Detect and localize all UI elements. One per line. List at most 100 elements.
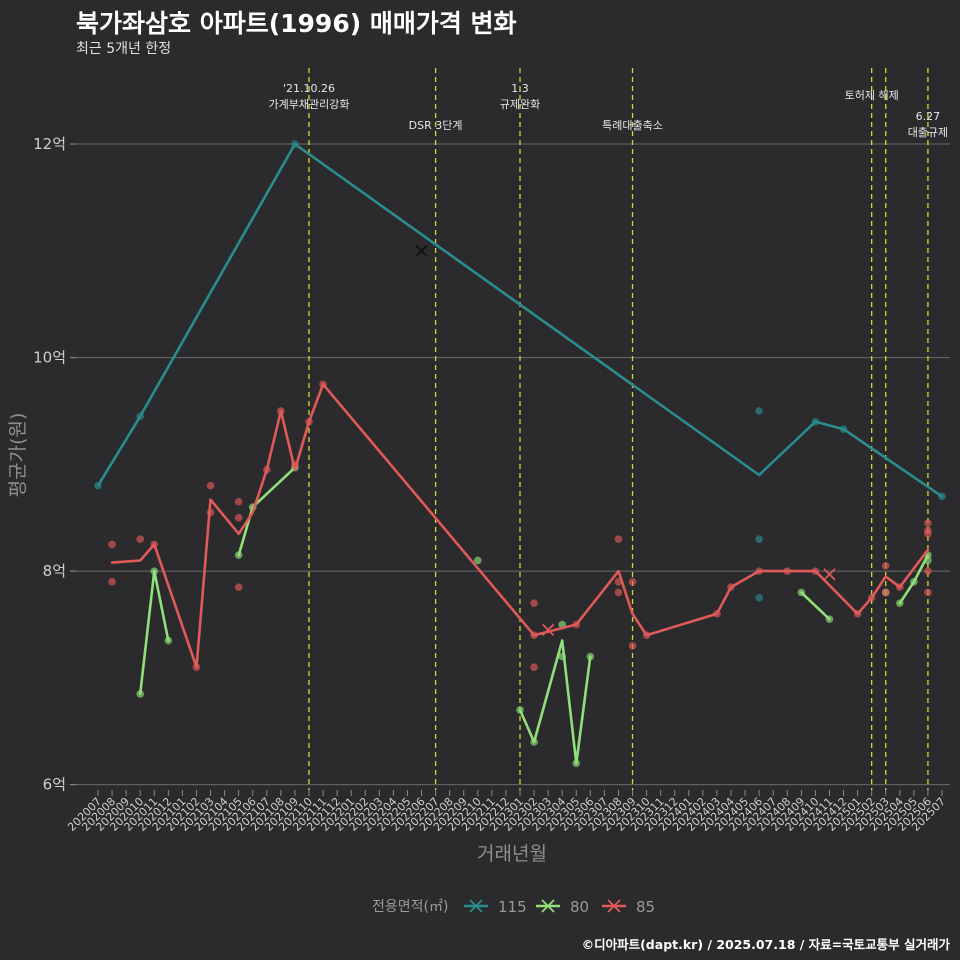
data-point-85 <box>924 588 932 597</box>
data-point-85 <box>530 599 538 607</box>
data-point-80 <box>896 599 904 607</box>
data-point-80 <box>516 706 524 714</box>
data-point-85 <box>277 407 285 415</box>
y-tick-label: 12억 <box>33 135 66 153</box>
legend-item-115: 115 <box>464 898 527 916</box>
data-point-85 <box>234 583 243 591</box>
legend-item-85: 85 <box>602 898 655 916</box>
data-point-85 <box>853 610 862 618</box>
data-point-80 <box>136 690 144 698</box>
y-tick-label: 8억 <box>43 562 66 580</box>
data-point-80 <box>825 615 834 623</box>
data-point-80 <box>797 588 806 597</box>
legend-key-cross <box>607 899 621 913</box>
data-point-80 <box>164 636 173 645</box>
legend-title: 전용면적(㎡) <box>372 899 448 915</box>
series-layer <box>94 140 946 768</box>
grid-layer <box>70 143 950 786</box>
event-label: 규제완화 <box>500 98 540 111</box>
data-point-85 <box>530 631 538 639</box>
data-point-115 <box>94 481 102 490</box>
data-point-85 <box>150 540 159 549</box>
series-line-80 <box>237 466 297 557</box>
data-point-115 <box>755 594 763 602</box>
chart-title: 북가좌삼호 아파트(1996) 매매가격 변화 <box>76 9 517 38</box>
data-point-80 <box>474 556 482 565</box>
data-point-85 <box>108 540 116 549</box>
series-line-80 <box>799 591 831 621</box>
data-point-85 <box>642 631 651 639</box>
cancelled-deal-marker-85 <box>541 623 555 636</box>
data-point-85 <box>924 519 932 527</box>
data-point-85 <box>924 567 932 575</box>
data-point-85 <box>811 567 820 575</box>
data-point-85 <box>614 588 623 597</box>
data-point-115 <box>938 492 946 501</box>
event-label: 대출규제 <box>908 126 948 139</box>
data-point-85 <box>136 535 144 543</box>
legend-key-cross <box>541 899 555 913</box>
data-point-80 <box>586 652 595 661</box>
data-point-85 <box>263 465 271 474</box>
legend-item-80: 80 <box>536 898 589 916</box>
legend-label: 115 <box>498 898 527 916</box>
data-point-85 <box>924 529 932 538</box>
data-point-80 <box>924 556 932 565</box>
legend-label: 85 <box>636 898 655 916</box>
axis-layer: 거래년월 평균가(원) 6억8억10억12억202007202008202009… <box>7 135 948 865</box>
data-point-115 <box>839 425 848 433</box>
data-point-85 <box>192 663 201 672</box>
data-point-80 <box>150 567 159 575</box>
series-line-80 <box>138 569 170 696</box>
data-point-85 <box>713 610 721 618</box>
data-point-85 <box>291 460 299 469</box>
y-axis-title: 평균가(원) <box>7 413 29 498</box>
data-point-80 <box>572 759 581 768</box>
data-point-85 <box>234 513 243 522</box>
data-point-80 <box>910 578 918 586</box>
event-label: DSR 3단계 <box>409 119 463 132</box>
data-point-80 <box>558 652 566 661</box>
event-label: 가계부채관리강화 <box>269 98 350 111</box>
data-point-115 <box>755 407 763 415</box>
data-point-85 <box>896 583 904 591</box>
data-point-85 <box>206 508 215 517</box>
event-label: 특례대출축소 <box>602 119 663 132</box>
data-point-85 <box>614 578 623 586</box>
data-point-115 <box>291 140 299 148</box>
data-point-115 <box>136 412 144 421</box>
y-tick-label: 10억 <box>33 349 66 367</box>
data-point-85 <box>206 481 215 490</box>
data-point-85 <box>319 380 327 389</box>
legend-key-cross <box>469 899 483 913</box>
data-point-80 <box>530 738 538 746</box>
data-point-85 <box>305 417 313 426</box>
source-caption: ©디아파트(dapt.kr) / 2025.07.18 / 자료=국토교통부 실… <box>581 937 950 952</box>
event-label: '21.10.26 <box>283 82 335 95</box>
data-point-85 <box>108 578 116 586</box>
data-point-85 <box>727 583 735 591</box>
cancelled-deal-marker-115 <box>415 244 428 257</box>
cancelled-cross-stroke <box>541 623 555 636</box>
data-point-85 <box>881 588 890 597</box>
legend: 전용면적(㎡) 115 80 85 <box>372 898 655 916</box>
cancelled-deal-marker-85 <box>823 568 836 581</box>
event-label: 6.27 <box>916 110 941 123</box>
event-label: 토허제 해제 <box>845 88 899 102</box>
data-point-85 <box>614 535 623 543</box>
data-point-115 <box>811 417 820 426</box>
series-line-85 <box>110 382 930 669</box>
data-point-85 <box>867 594 876 602</box>
data-point-85 <box>783 567 792 575</box>
series-line-80 <box>518 639 592 765</box>
cancelled-cross-stroke <box>823 568 836 581</box>
data-point-85 <box>530 663 538 672</box>
data-point-85 <box>234 497 243 506</box>
legend-label: 80 <box>570 898 589 916</box>
chart-subtitle: 최근 5개년 한정 <box>76 41 172 57</box>
x-axis-title: 거래년월 <box>477 843 547 865</box>
y-tick-label: 6억 <box>43 776 66 794</box>
data-point-115 <box>755 535 763 543</box>
